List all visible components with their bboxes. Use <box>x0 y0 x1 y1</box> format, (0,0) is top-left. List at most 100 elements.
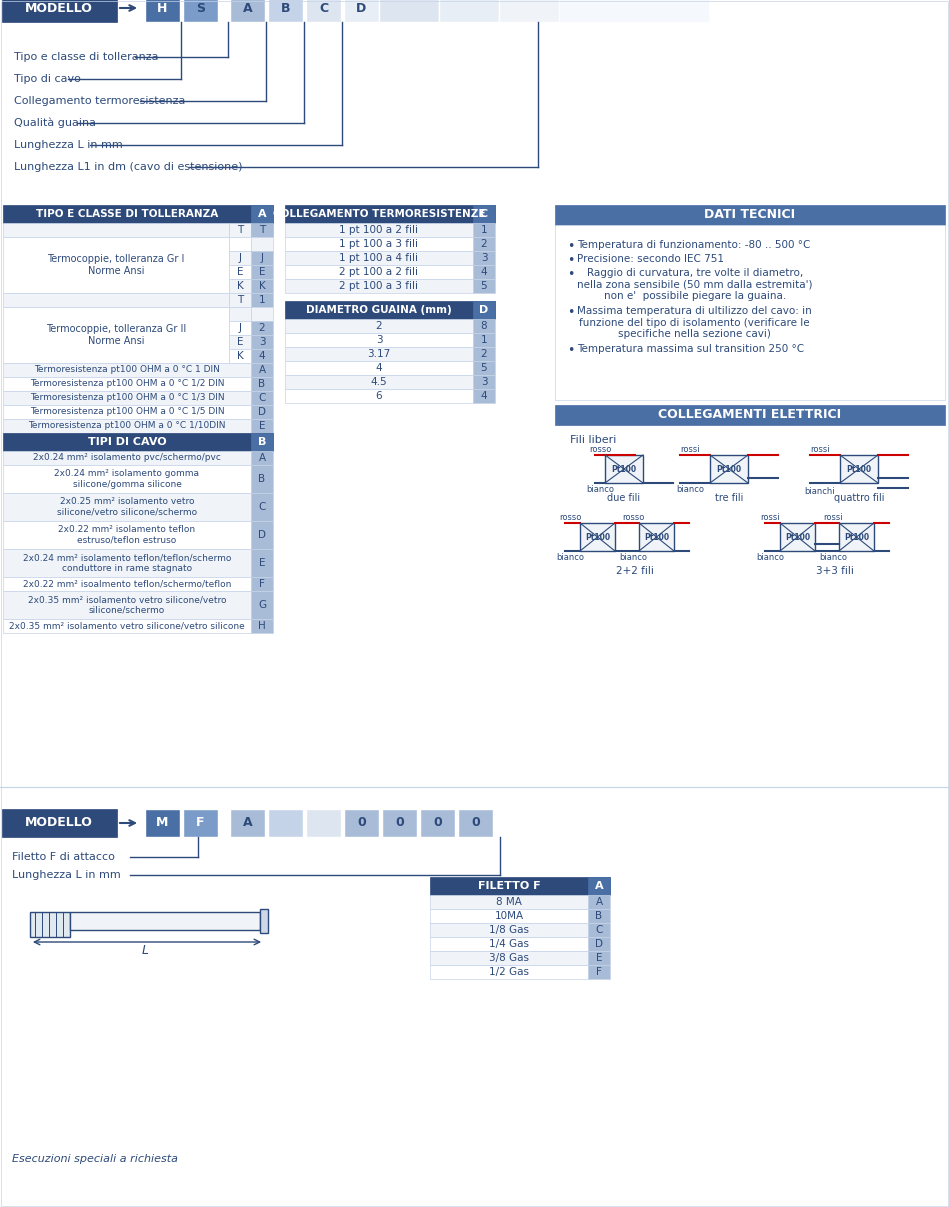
Text: 2: 2 <box>481 349 488 358</box>
Text: Termoresistenza pt100 OHM a 0 °C 1/5 DIN: Termoresistenza pt100 OHM a 0 °C 1/5 DIN <box>29 408 224 416</box>
Bar <box>306 809 341 836</box>
Text: •: • <box>567 344 574 357</box>
Bar <box>285 301 495 319</box>
Text: E: E <box>259 267 266 276</box>
Text: J: J <box>260 253 264 263</box>
Bar <box>3 223 229 237</box>
Text: D: D <box>258 407 266 416</box>
Text: 0: 0 <box>357 816 366 829</box>
Text: DATI TECNICI: DATI TECNICI <box>704 209 795 222</box>
Bar <box>3 293 229 307</box>
Text: D: D <box>479 305 489 315</box>
Text: J: J <box>238 323 241 333</box>
Text: tre fili: tre fili <box>715 492 743 503</box>
Text: 1 pt 100 a 4 fili: 1 pt 100 a 4 fili <box>340 253 419 263</box>
Bar <box>430 909 588 923</box>
Bar <box>229 307 251 321</box>
Text: Termoresistenza pt100 OHM a 0 °C 1/2 DIN: Termoresistenza pt100 OHM a 0 °C 1/2 DIN <box>29 379 224 389</box>
Bar <box>588 937 610 951</box>
Text: C: C <box>595 925 603 935</box>
Bar <box>229 223 251 237</box>
Text: 1: 1 <box>259 295 266 305</box>
Bar <box>3 521 251 549</box>
Text: B: B <box>258 437 266 447</box>
Bar <box>230 0 265 22</box>
Bar <box>430 937 588 951</box>
Bar <box>229 237 251 251</box>
Text: Pt100: Pt100 <box>847 465 871 473</box>
Text: E: E <box>259 421 266 431</box>
Text: Pt100: Pt100 <box>611 465 637 473</box>
Text: E: E <box>259 558 266 568</box>
Text: •: • <box>567 253 574 267</box>
Text: Tipo di cavo: Tipo di cavo <box>14 74 81 84</box>
Text: 1 pt 100 a 3 fili: 1 pt 100 a 3 fili <box>340 239 419 249</box>
Text: 3: 3 <box>259 337 266 346</box>
Bar <box>285 375 473 389</box>
Text: F: F <box>259 579 265 589</box>
Bar <box>2 809 117 836</box>
Bar <box>251 492 273 521</box>
Text: 2x0.24 mm² isolamento teflon/teflon/schermo
conduttore in rame stagnato: 2x0.24 mm² isolamento teflon/teflon/sche… <box>23 553 232 572</box>
Text: Filetto F di attacco: Filetto F di attacco <box>12 852 115 862</box>
Bar <box>285 237 473 251</box>
Text: rosso: rosso <box>588 445 611 455</box>
Text: 2 pt 100 a 2 fili: 2 pt 100 a 2 fili <box>340 267 419 276</box>
Bar <box>639 523 674 552</box>
Bar <box>710 455 748 483</box>
Bar <box>285 266 473 279</box>
Bar <box>251 363 273 377</box>
Text: 2: 2 <box>481 239 488 249</box>
Text: 3: 3 <box>481 253 488 263</box>
Text: 4.5: 4.5 <box>371 377 387 387</box>
Bar <box>430 923 588 937</box>
Text: bianco: bianco <box>619 553 647 561</box>
Text: C: C <box>480 209 488 218</box>
Bar <box>229 279 251 293</box>
Text: Temperatura di funzionamento: -80 .. 500 °C: Temperatura di funzionamento: -80 .. 500… <box>577 240 810 250</box>
Text: due fili: due fili <box>607 492 641 503</box>
Bar <box>285 389 473 403</box>
Text: B: B <box>281 1 290 14</box>
Text: Lunghezza L in mm: Lunghezza L in mm <box>14 140 122 150</box>
Text: 3+3 fili: 3+3 fili <box>815 566 853 576</box>
Text: A: A <box>258 365 266 375</box>
Text: Massima temperatura di ultilizzo del cavo: in
funzione del tipo di isolamento (v: Massima temperatura di ultilizzo del cav… <box>577 307 811 339</box>
Text: Termoresistenza pt100 OHM a 0 °C 1/3 DIN: Termoresistenza pt100 OHM a 0 °C 1/3 DIN <box>29 393 224 402</box>
Bar <box>3 577 251 591</box>
Text: 2x0.24 mm² isolamento gomma
silicone/gomma silicone: 2x0.24 mm² isolamento gomma silicone/gom… <box>54 470 199 489</box>
Text: 8: 8 <box>481 321 488 331</box>
Text: 2x0.35 mm² isolamento vetro silicone/vetro
silicone/schermo: 2x0.35 mm² isolamento vetro silicone/vet… <box>28 595 226 614</box>
Text: Esecuzioni speciali a richiesta: Esecuzioni speciali a richiesta <box>12 1154 178 1164</box>
Text: F: F <box>196 816 205 829</box>
Bar <box>3 363 251 377</box>
Text: bianco: bianco <box>586 484 614 494</box>
Text: Pt100: Pt100 <box>644 532 669 542</box>
Bar <box>3 549 251 577</box>
Bar <box>344 809 379 836</box>
Text: FILETTO F: FILETTO F <box>477 881 540 891</box>
Bar <box>3 465 251 492</box>
Bar <box>230 809 265 836</box>
Bar <box>251 266 273 279</box>
Text: B: B <box>258 474 266 484</box>
Text: D: D <box>357 1 366 14</box>
Text: 6: 6 <box>376 391 382 401</box>
Text: C: C <box>319 1 328 14</box>
Text: 5: 5 <box>481 281 488 291</box>
Text: S: S <box>196 1 205 14</box>
Text: •: • <box>567 268 574 281</box>
Text: Fili liberi: Fili liberi <box>570 435 616 445</box>
Text: A: A <box>258 209 267 218</box>
Bar <box>229 266 251 279</box>
Text: 4: 4 <box>481 391 488 401</box>
Bar <box>430 951 588 966</box>
Text: 2x0.22 mm² isoalmento teflon/schermo/teflon: 2x0.22 mm² isoalmento teflon/schermo/tef… <box>23 579 232 589</box>
Bar <box>285 223 473 237</box>
Bar <box>285 333 473 346</box>
Bar <box>251 419 273 433</box>
Bar <box>251 377 273 391</box>
Text: 2x0.22 mm² isolamento teflon
estruso/teflon estruso: 2x0.22 mm² isolamento teflon estruso/tef… <box>59 525 195 544</box>
Text: D: D <box>595 939 603 949</box>
Text: L: L <box>141 944 148 956</box>
